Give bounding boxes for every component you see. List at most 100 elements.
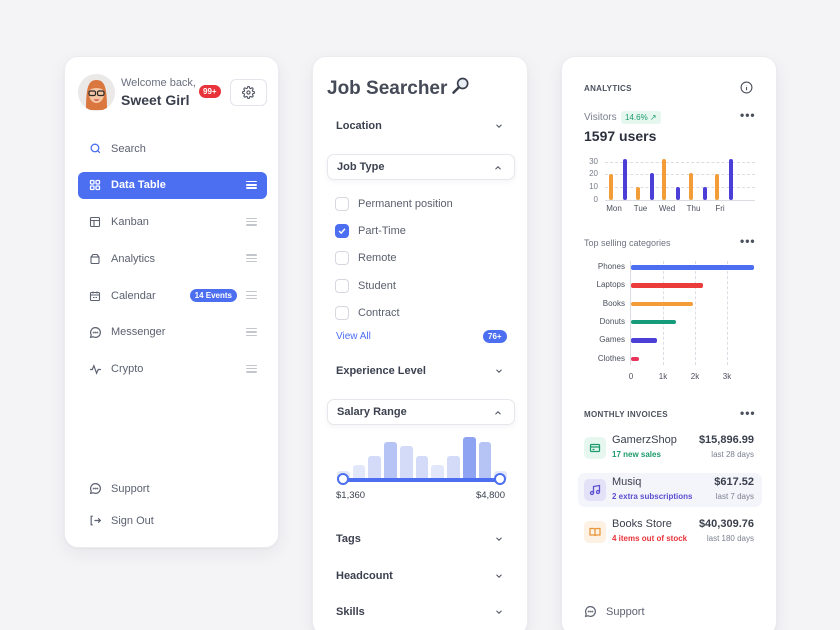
invoice-period: last 7 days	[715, 492, 754, 501]
job-type-options: Permanent position Part-Time Remote Stud…	[335, 190, 453, 327]
category-label: Phones	[597, 262, 625, 271]
drag-handle-icon[interactable]	[246, 327, 257, 336]
drag-handle-icon[interactable]	[246, 254, 257, 263]
job-searcher-card: Job Searcher Location Job Type Permanent…	[312, 56, 528, 630]
salary-histogram	[337, 435, 508, 479]
analytics-heading: ANALYTICS	[584, 84, 632, 93]
headcount-filter[interactable]: Headcount	[327, 563, 515, 589]
sidebar-item-messenger[interactable]: Messenger	[78, 319, 267, 346]
navigation-card: Welcome back, Sweet Girl 99+ Search Data…	[64, 56, 279, 548]
more-options-icon[interactable]: •••	[740, 108, 756, 122]
trend-badge: 14.6% ↗	[621, 111, 661, 124]
y-tick-label: 20	[589, 169, 598, 179]
chart-bar	[631, 338, 657, 343]
x-tick-label: 2k	[690, 372, 700, 381]
sidebar-item-search[interactable]: Search	[78, 135, 267, 162]
sign-out-label: Sign Out	[111, 514, 154, 527]
sidebar-item-kanban[interactable]: Kanban	[78, 209, 267, 236]
checkbox[interactable]	[335, 196, 349, 211]
sidebar-item-data-table[interactable]: Data Table	[78, 171, 267, 199]
invoice-period: last 180 days	[706, 534, 754, 543]
category-label: Games	[599, 335, 625, 345]
salary-range-filter[interactable]: Salary Range	[327, 399, 515, 425]
checkbox-permanent-position[interactable]: Permanent position	[335, 190, 453, 217]
profile-header: Welcome back, Sweet Girl 99+	[78, 74, 268, 114]
filter-label: Location	[336, 120, 382, 132]
experience-level-filter[interactable]: Experience Level	[327, 358, 515, 384]
drag-handle-icon[interactable]	[246, 364, 257, 373]
chevron-down-icon	[496, 610, 502, 614]
invoice-detail: 4 items out of stock	[612, 534, 688, 543]
invoice-name: Musiq	[612, 476, 642, 488]
support-link[interactable]: Support	[584, 605, 645, 618]
info-icon[interactable]	[740, 81, 753, 94]
gridline	[695, 261, 696, 365]
checkbox[interactable]	[335, 306, 349, 321]
checkbox-part-time[interactable]: Part-Time	[335, 217, 453, 244]
drag-handle-icon[interactable]	[246, 180, 257, 189]
avatar[interactable]	[78, 74, 115, 111]
sign-out-button[interactable]: Sign Out	[78, 507, 267, 534]
checkbox-student[interactable]: Student	[335, 272, 453, 299]
view-all-link[interactable]: View All	[336, 331, 371, 342]
more-options-icon[interactable]: •••	[740, 406, 756, 420]
location-filter[interactable]: Location	[327, 113, 515, 139]
y-tick-label: 0	[593, 195, 598, 204]
checkbox-label: Student	[358, 279, 396, 292]
drag-handle-icon[interactable]	[246, 217, 257, 226]
chart-bar	[688, 173, 693, 200]
support-label: Support	[111, 482, 150, 495]
invoice-row[interactable]: Musiq 2 extra subscriptions $617.52 last…	[578, 473, 762, 507]
chevron-down-icon	[496, 537, 502, 541]
filter-label: Skills	[336, 606, 365, 618]
support-link[interactable]: Support	[78, 475, 267, 502]
chat-icon	[88, 325, 102, 339]
salary-slider-track[interactable]	[343, 478, 500, 482]
x-tick-label: 0	[628, 372, 634, 381]
job-type-filter[interactable]: Job Type	[327, 154, 515, 180]
events-badge: 14 Events	[189, 289, 237, 303]
y-tick-label: 30	[589, 156, 598, 166]
analytics-icon	[88, 252, 102, 266]
invoice-row[interactable]: GamerzShop 17 new sales $15,896.99 last …	[578, 431, 762, 465]
pulse-icon	[88, 362, 102, 376]
salary-max-handle[interactable]	[494, 473, 506, 485]
drag-handle-icon[interactable]	[246, 291, 257, 300]
settings-button[interactable]	[230, 79, 267, 106]
checkbox[interactable]	[335, 251, 349, 266]
grid-icon	[88, 178, 102, 192]
skills-filter[interactable]: Skills	[327, 599, 515, 625]
chart-bar	[649, 173, 654, 200]
invoice-period: last 28 days	[711, 450, 754, 459]
welcome-text: Welcome back,	[121, 77, 196, 89]
nav-footer: Support Sign Out	[78, 475, 267, 539]
sidebar-item-calendar[interactable]: Calendar 14 Events	[78, 282, 267, 309]
checkmark-icon	[338, 228, 346, 235]
x-tick-label: Tue	[633, 204, 648, 213]
invoice-row[interactable]: Books Store 4 items out of stock $40,309…	[578, 515, 762, 549]
chart-bar	[623, 159, 627, 200]
category-label: Laptops	[596, 280, 625, 290]
chart-bar	[631, 283, 703, 288]
checkbox-remote[interactable]: Remote	[335, 245, 453, 272]
sidebar-item-analytics[interactable]: Analytics	[78, 245, 267, 272]
salary-min-handle[interactable]	[337, 473, 349, 485]
gridline	[605, 187, 755, 189]
chart-bar	[715, 174, 719, 200]
checkbox[interactable]	[335, 278, 349, 293]
y-tick-label: 10	[589, 182, 598, 192]
chevron-down-icon	[496, 369, 502, 373]
sidebar-item-label: Data Table	[111, 179, 166, 192]
gridline	[605, 174, 755, 176]
chevron-down-icon	[496, 124, 502, 128]
sidebar-item-crypto[interactable]: Crypto	[78, 356, 267, 383]
checkbox-contract[interactable]: Contract	[335, 300, 453, 327]
notification-badge[interactable]: 99+	[199, 85, 221, 98]
filter-label: Job Type	[337, 161, 385, 173]
title-text: Job Searcher	[327, 78, 448, 99]
chart-bar	[631, 356, 639, 361]
checkbox-checked[interactable]	[335, 224, 349, 239]
more-options-icon[interactable]: •••	[740, 234, 756, 248]
top-selling-bar-chart: 0 1k 2k 3k Phones Laptops Books Donuts Games Clot…	[584, 259, 764, 384]
tags-filter[interactable]: Tags	[327, 526, 515, 552]
